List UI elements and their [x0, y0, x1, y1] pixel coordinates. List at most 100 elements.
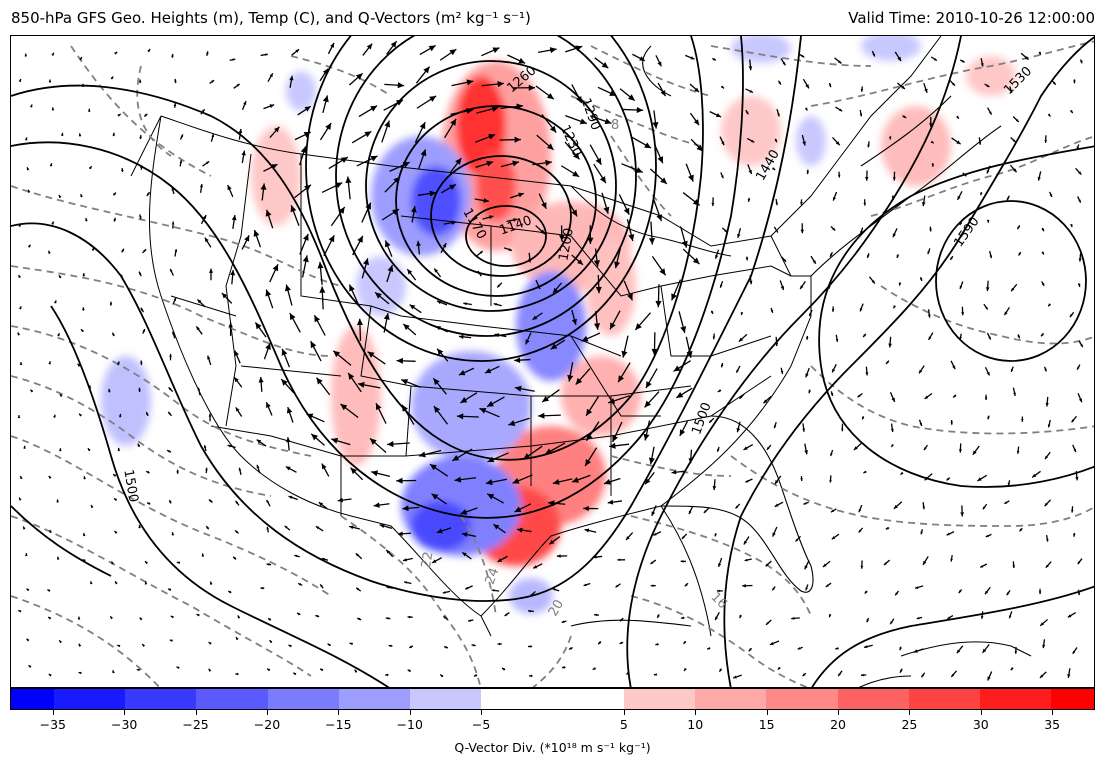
q-vector-head	[437, 300, 442, 305]
q-vector-head	[356, 587, 360, 591]
q-vector-head	[950, 558, 953, 562]
q-vector-head	[138, 525, 141, 528]
q-vector-head	[800, 478, 803, 482]
q-vector-head	[306, 413, 314, 420]
q-vector-head	[471, 644, 475, 647]
q-vector-head	[479, 408, 487, 414]
q-vector-head	[822, 563, 827, 567]
q-vector-head	[864, 590, 868, 594]
q-vector-head	[1072, 533, 1076, 537]
q-vector-head	[1049, 193, 1052, 197]
q-vector-head	[805, 337, 809, 340]
q-vector-head	[18, 610, 22, 613]
q-vector-head	[88, 385, 92, 389]
q-vector-head	[581, 335, 589, 342]
colorbar-segment	[53, 689, 125, 709]
q-vector-head	[953, 394, 957, 398]
q-vector-head	[429, 464, 437, 471]
q-vector-head	[493, 524, 500, 530]
q-vector-head	[593, 260, 600, 267]
q-vector-head	[603, 206, 610, 214]
q-vector-head	[180, 134, 183, 138]
q-vector-head	[48, 674, 52, 677]
q-vector-head	[113, 474, 117, 477]
q-vector-head	[78, 671, 82, 675]
q-vector-head	[620, 618, 623, 622]
q-vector-head	[56, 556, 60, 560]
q-vector-head	[989, 255, 993, 259]
q-vector-head	[114, 51, 118, 55]
q-vector-head	[549, 125, 557, 133]
q-vector-head	[466, 108, 474, 114]
q-vector-head	[488, 133, 496, 140]
q-vector-head	[407, 615, 411, 619]
q-vector-head	[48, 79, 52, 83]
q-vector-head	[386, 549, 390, 554]
q-vector-head	[985, 534, 989, 538]
q-vector-head	[168, 411, 171, 415]
q-vector-head	[232, 58, 236, 61]
q-vector-head	[1013, 168, 1017, 173]
colorbar-segment	[980, 689, 1052, 709]
q-vector-head	[397, 531, 403, 537]
q-vector-head	[595, 286, 602, 294]
colorbar-tick-label: 35	[1044, 717, 1061, 732]
q-vector-head	[169, 354, 172, 357]
q-vector-head	[680, 326, 687, 333]
q-vector-head	[720, 364, 724, 368]
q-vector-head	[743, 446, 748, 450]
q-vector-head	[303, 132, 311, 138]
q-vector-head	[736, 427, 741, 433]
q-vector-head	[1078, 171, 1082, 175]
q-vector-head	[528, 609, 531, 613]
q-vector-head	[19, 362, 23, 365]
q-vector-head	[429, 95, 437, 102]
colorbar-segment	[11, 689, 54, 709]
q-vector-head	[825, 584, 829, 587]
q-vector-head	[1044, 455, 1049, 460]
q-vector-head	[234, 377, 239, 383]
temp-label-16: 16	[708, 590, 730, 612]
q-vector-head	[206, 526, 210, 530]
q-vector-head	[985, 590, 989, 595]
q-vector-head	[253, 229, 260, 237]
q-vector-head	[1009, 89, 1013, 93]
q-vector-head	[950, 422, 954, 425]
q-vector-head	[573, 152, 580, 160]
q-vector-head	[609, 322, 616, 330]
q-vector-head	[828, 84, 832, 88]
q-vector-head	[683, 640, 687, 644]
q-vector-head	[328, 235, 335, 243]
q-vector-head	[865, 372, 869, 376]
q-vector-head	[210, 581, 213, 585]
q-vector-head	[1041, 333, 1044, 337]
q-vector-head	[809, 313, 812, 317]
colorbar-tick	[124, 710, 126, 715]
q-vector-head	[302, 233, 309, 241]
q-vector-head	[1078, 258, 1082, 262]
q-vector-head	[285, 284, 291, 292]
q-vector-head	[23, 526, 26, 530]
q-vector-head	[830, 509, 834, 513]
q-vector-head	[492, 47, 500, 54]
q-vector-head	[985, 306, 988, 310]
q-vector-head	[1045, 538, 1049, 542]
q-vector-head	[1073, 80, 1076, 84]
q-vector-head	[832, 196, 836, 201]
q-vector-head	[808, 390, 811, 394]
colorbar-tick	[1052, 710, 1054, 715]
q-vector-head	[922, 506, 925, 510]
q-vector-head	[197, 299, 202, 304]
q-vector-head	[835, 338, 839, 342]
q-vector-head	[140, 307, 144, 311]
colorbar-segment	[623, 689, 695, 709]
q-vector-head	[77, 363, 81, 367]
colorbar-tick-label: 15	[758, 717, 775, 732]
q-vector-head	[269, 104, 275, 108]
q-vector-head	[1010, 368, 1014, 372]
q-vector-head	[440, 674, 444, 678]
q-vector-head	[28, 665, 32, 668]
q-vector-head	[571, 318, 578, 325]
q-vector-head	[267, 618, 271, 621]
contour-label-1230: 1230	[557, 123, 585, 159]
